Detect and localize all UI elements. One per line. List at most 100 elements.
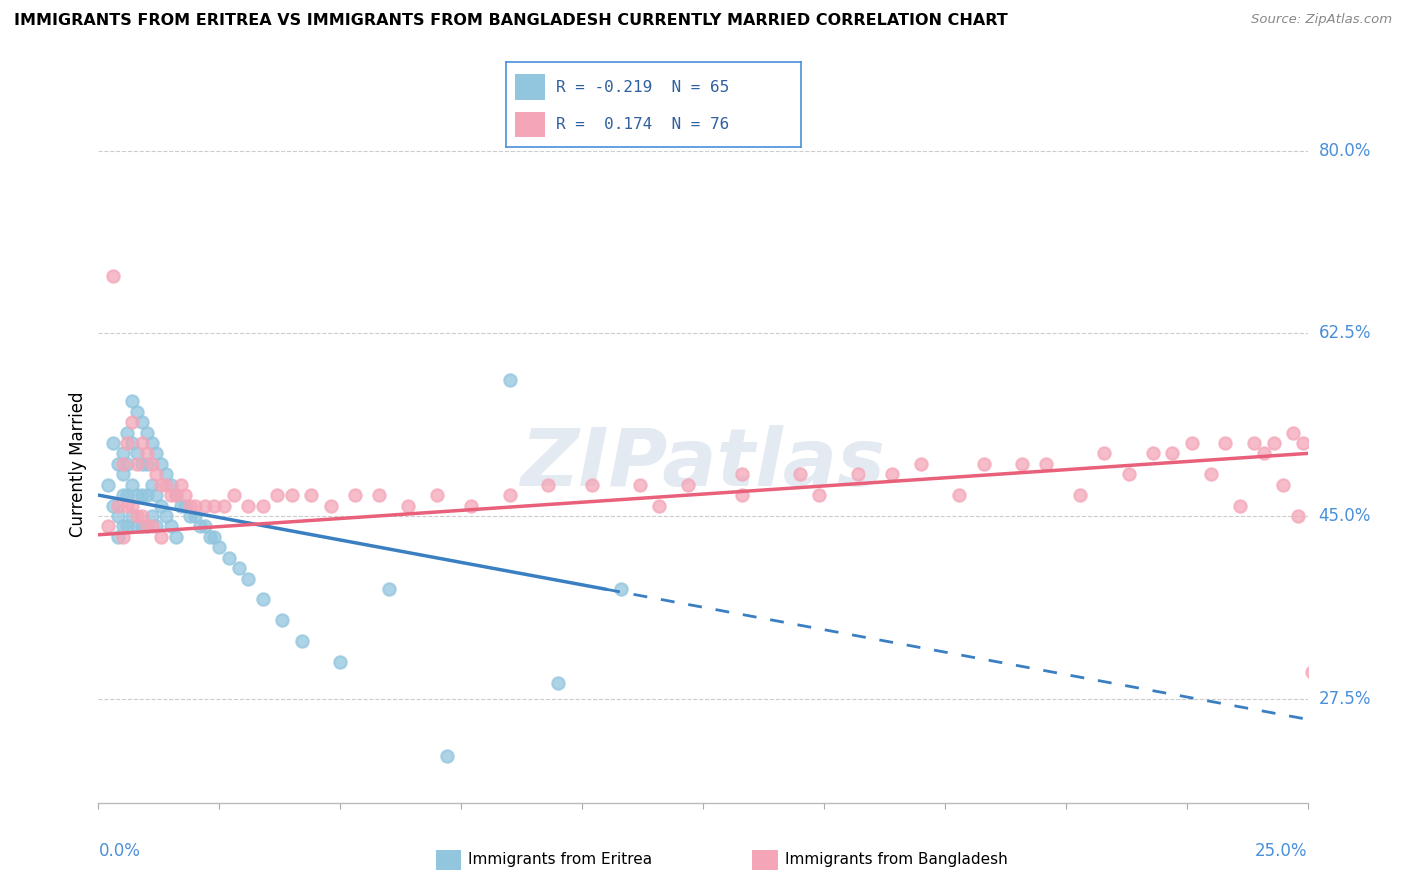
Point: [131, 519, 153, 533]
Point: [131, 457, 153, 471]
Bar: [515, 112, 544, 137]
Point: [1142, 446, 1164, 460]
Text: 25.0%: 25.0%: [1256, 842, 1308, 860]
Point: [426, 488, 449, 502]
Text: Immigrants from Eritrea: Immigrants from Eritrea: [468, 853, 652, 867]
Point: [1161, 446, 1184, 460]
Point: [150, 477, 173, 491]
Point: [169, 499, 191, 513]
Point: [329, 655, 352, 669]
Point: [141, 477, 163, 491]
Point: [212, 499, 235, 513]
Point: [1282, 425, 1305, 440]
Point: [1253, 446, 1275, 460]
Point: [127, 508, 149, 523]
Point: [1035, 457, 1057, 471]
Point: [127, 446, 149, 460]
Point: [150, 530, 173, 544]
Point: [238, 572, 260, 586]
Y-axis label: Currently Married: Currently Married: [69, 391, 87, 537]
Point: [150, 457, 173, 471]
Point: [160, 477, 183, 491]
Point: [846, 467, 869, 482]
Point: [1180, 436, 1202, 450]
Text: Immigrants from Bangladesh: Immigrants from Bangladesh: [785, 853, 1007, 867]
Point: [135, 446, 157, 460]
Point: [165, 530, 187, 544]
Point: [160, 488, 183, 502]
Point: [252, 499, 274, 513]
Point: [204, 499, 226, 513]
Point: [160, 519, 183, 533]
Point: [1263, 436, 1285, 450]
Point: [198, 530, 221, 544]
Point: [1286, 508, 1309, 523]
Point: [101, 436, 124, 450]
Point: [678, 477, 700, 491]
Point: [1301, 665, 1323, 680]
Point: [101, 269, 124, 284]
Point: [218, 550, 240, 565]
Point: [628, 477, 651, 491]
Point: [150, 499, 173, 513]
Point: [537, 477, 560, 491]
Point: [107, 508, 129, 523]
Point: [1011, 457, 1033, 471]
Point: [121, 508, 143, 523]
Point: [789, 467, 811, 482]
Point: [135, 457, 157, 471]
Point: [155, 508, 177, 523]
Text: Source: ZipAtlas.com: Source: ZipAtlas.com: [1251, 13, 1392, 27]
Point: [498, 488, 520, 502]
Point: [368, 488, 391, 502]
Point: [97, 519, 120, 533]
Point: [880, 467, 903, 482]
Point: [127, 405, 149, 419]
Point: [107, 499, 129, 513]
Point: [610, 582, 633, 596]
Point: [174, 488, 197, 502]
Point: [460, 499, 482, 513]
Point: [145, 488, 167, 502]
Point: [208, 541, 231, 555]
Point: [1215, 436, 1237, 450]
Point: [731, 488, 754, 502]
Point: [266, 488, 288, 502]
Point: [117, 436, 139, 450]
Point: [135, 488, 157, 502]
Point: [174, 499, 197, 513]
Point: [194, 519, 217, 533]
Point: [271, 613, 294, 627]
Point: [377, 582, 399, 596]
Point: [117, 488, 139, 502]
Point: [117, 457, 139, 471]
Point: [299, 488, 322, 502]
Point: [135, 425, 157, 440]
Point: [808, 488, 831, 502]
Point: [1243, 436, 1265, 450]
Point: [121, 499, 143, 513]
Point: [107, 530, 129, 544]
Point: [343, 488, 366, 502]
Point: [238, 499, 260, 513]
Text: R = -0.219  N = 65: R = -0.219 N = 65: [557, 79, 730, 95]
Point: [135, 519, 157, 533]
Text: 0.0%: 0.0%: [98, 842, 141, 860]
Point: [1272, 477, 1295, 491]
Point: [145, 467, 167, 482]
Point: [155, 477, 177, 491]
Text: 80.0%: 80.0%: [1319, 142, 1371, 160]
Point: [1199, 467, 1222, 482]
Point: [141, 457, 163, 471]
Point: [111, 467, 134, 482]
Text: 45.0%: 45.0%: [1319, 507, 1371, 525]
Point: [169, 477, 191, 491]
Point: [204, 530, 226, 544]
Point: [121, 415, 143, 429]
Point: [581, 477, 603, 491]
Point: [111, 457, 134, 471]
Point: [165, 488, 187, 502]
Point: [252, 592, 274, 607]
Point: [131, 508, 153, 523]
Text: IMMIGRANTS FROM ERITREA VS IMMIGRANTS FROM BANGLADESH CURRENTLY MARRIED CORRELAT: IMMIGRANTS FROM ERITREA VS IMMIGRANTS FR…: [14, 13, 1008, 29]
